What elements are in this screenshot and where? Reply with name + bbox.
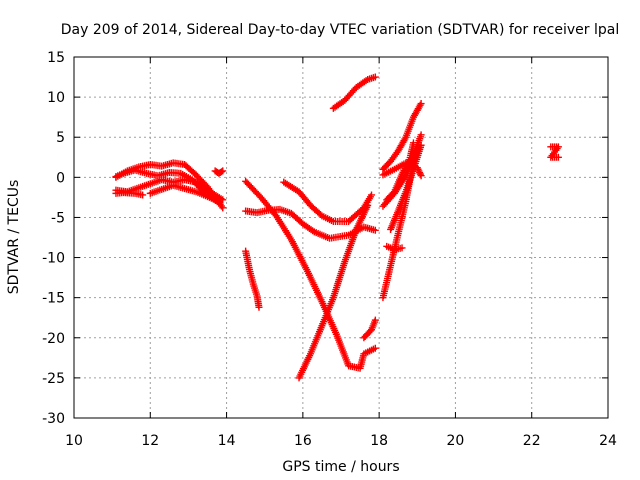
series-arc-5 [146,181,223,205]
series-arc-6 [211,167,227,177]
data-point [554,153,562,161]
x-tick-label: 10 [65,433,83,449]
data-point [219,167,227,175]
series-arc-13 [360,316,379,342]
series-arc-10 [280,178,376,225]
x-tick-label: 12 [141,433,159,449]
x-axis-title: GPS time / hours [282,459,399,475]
data-point [398,244,406,252]
y-tick-label: 5 [56,130,65,146]
data-point [416,170,424,178]
data-point [255,303,263,311]
data-points [112,73,562,382]
data-point [371,73,379,81]
data-point [219,196,227,204]
data-point [219,204,227,212]
x-tick-label: 22 [523,433,541,449]
series-arc-19 [383,242,406,254]
grid-lines [74,57,608,418]
data-point [368,191,376,199]
data-point [371,226,379,234]
x-tick-label: 24 [599,433,617,449]
data-point [417,131,425,139]
y-tick-label: -15 [42,291,65,307]
series-arc-20 [387,141,425,233]
series-arc-7 [242,247,263,311]
y-tick-label: -30 [42,411,65,427]
x-tick-labels: 10 12 14 16 18 20 22 24 [65,433,617,449]
x-tick-label: 18 [370,433,388,449]
data-point [217,168,225,176]
y-axis-title: SDTVAR / TECUs [6,180,22,295]
data-point [364,201,372,209]
series-arc-9 [242,177,379,372]
y-tick-label: 0 [56,170,65,186]
y-tick-label: -10 [42,251,65,267]
y-tick-label: 10 [47,90,65,106]
y-tick-label: -5 [51,210,65,226]
series-arc-4 [112,189,147,199]
x-tick-label: 16 [294,433,312,449]
data-point [417,100,425,108]
series-arc-8 [242,205,379,242]
data-point [139,191,147,199]
y-tick-label: -25 [42,371,65,387]
series-arc-21 [547,143,562,161]
data-point [416,169,424,177]
data-point [371,344,379,352]
y-tick-label: -20 [42,331,65,347]
data-point [417,172,425,180]
data-point [371,316,379,324]
data-point [415,167,423,175]
series-arc-14 [379,100,425,173]
series-arc-12 [329,73,379,112]
plot-frame [73,56,609,419]
x-tick-label: 14 [218,433,236,449]
y-tick-label: 15 [47,50,65,66]
y-tick-labels: -30 -25 -20 -15 -10 -5 0 5 10 15 [42,50,65,427]
series-arc-11 [295,201,372,382]
data-point [417,141,425,149]
chart-title: Day 209 of 2014, Sidereal Day-to-day VTE… [61,22,619,38]
data-point [215,197,223,205]
x-tick-label: 20 [447,433,465,449]
axis-ticks [73,56,609,419]
